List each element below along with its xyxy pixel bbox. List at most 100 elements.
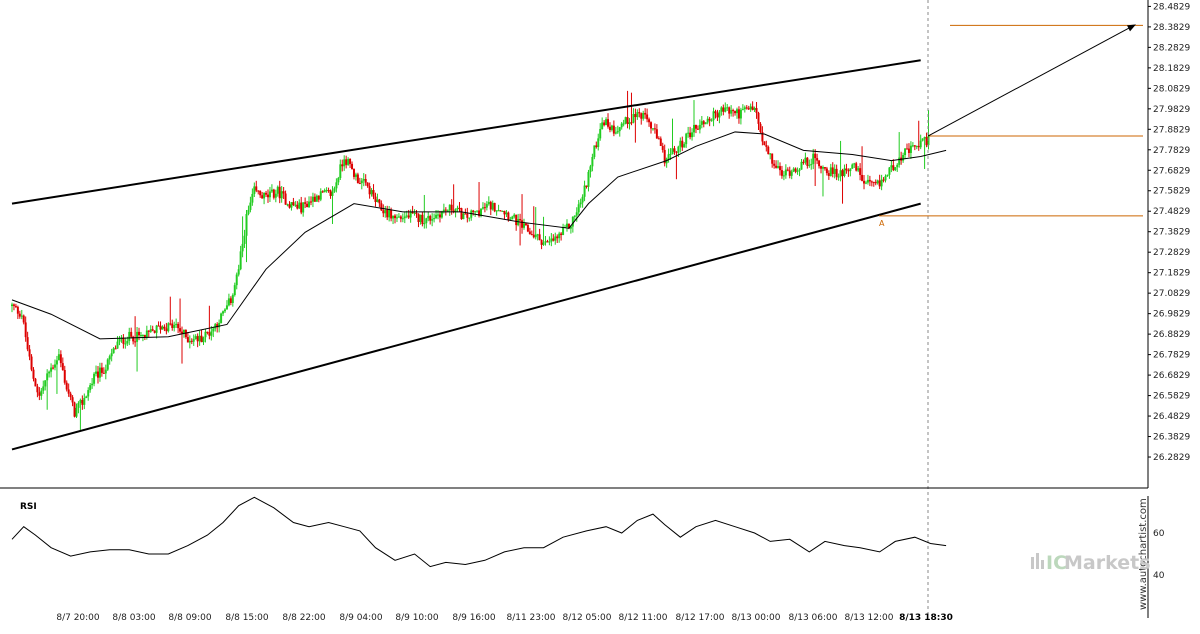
candle-body bbox=[896, 164, 899, 168]
candle-body bbox=[798, 169, 801, 171]
candle-body bbox=[366, 182, 369, 187]
candle-body bbox=[567, 223, 570, 229]
candle-body bbox=[714, 111, 717, 114]
candle-body bbox=[648, 119, 651, 123]
candle-body bbox=[605, 119, 608, 126]
candle-body bbox=[735, 109, 738, 114]
candle-body bbox=[866, 179, 869, 183]
candle-body bbox=[804, 157, 807, 163]
candle-body bbox=[642, 112, 645, 119]
candle-body bbox=[904, 148, 907, 156]
candle-body bbox=[823, 167, 826, 169]
candle-body bbox=[292, 202, 295, 205]
rsi-axis: 60 40 bbox=[1147, 496, 1165, 618]
candle-body bbox=[698, 124, 701, 130]
candle-body bbox=[855, 163, 858, 171]
candle-body bbox=[11, 304, 13, 307]
candle-body bbox=[591, 157, 594, 167]
candle-body bbox=[417, 213, 420, 222]
candle-body bbox=[814, 153, 817, 159]
candle-body bbox=[257, 190, 260, 192]
candle-body bbox=[491, 202, 494, 210]
candle-body bbox=[341, 164, 344, 167]
candle-body bbox=[454, 209, 457, 212]
overlays-layer: A bbox=[11, 0, 1143, 618]
candle-body bbox=[83, 397, 86, 405]
candle-body bbox=[456, 207, 459, 210]
candle-body bbox=[321, 191, 324, 193]
candle-body bbox=[73, 402, 76, 417]
candle-body bbox=[118, 339, 121, 342]
candle-body bbox=[724, 107, 727, 112]
candle-body bbox=[802, 161, 805, 163]
candle-body bbox=[323, 190, 326, 193]
candle-body bbox=[296, 204, 299, 209]
candle-body bbox=[106, 359, 109, 370]
candle-body bbox=[274, 193, 277, 198]
candle-body bbox=[888, 167, 891, 175]
candle-body bbox=[214, 324, 217, 329]
candle-body bbox=[562, 227, 565, 236]
candle-body bbox=[69, 393, 72, 398]
forecast-arrow-line bbox=[927, 25, 1133, 137]
candle-body bbox=[638, 112, 641, 114]
candle-body bbox=[906, 148, 909, 150]
candle-body bbox=[134, 341, 137, 343]
price-tick-label: 26.9829 bbox=[1153, 310, 1190, 320]
candle-body bbox=[743, 107, 746, 110]
candle-body bbox=[247, 209, 250, 215]
rsi-title: RSI bbox=[20, 502, 37, 512]
candle-body bbox=[522, 223, 525, 228]
candle-body bbox=[587, 171, 590, 187]
candle-body bbox=[147, 330, 150, 332]
candle-body bbox=[644, 112, 647, 115]
candle-body bbox=[212, 328, 215, 332]
candle-body bbox=[550, 238, 553, 242]
candle-body bbox=[573, 215, 576, 217]
candle-body bbox=[646, 114, 649, 120]
candle-body bbox=[911, 145, 914, 147]
candle-body bbox=[571, 216, 574, 227]
time-tick-label: 8/7 20:00 bbox=[56, 613, 100, 623]
candle-body bbox=[429, 216, 432, 221]
candle-body bbox=[726, 107, 729, 109]
candle-body bbox=[210, 331, 213, 336]
price-tick-label: 28.2829 bbox=[1153, 43, 1190, 53]
candle-body bbox=[149, 329, 152, 332]
candle-body bbox=[370, 190, 373, 195]
candle-body bbox=[394, 215, 397, 219]
candle-body bbox=[835, 168, 838, 177]
candle-body bbox=[612, 125, 615, 134]
candle-body bbox=[378, 199, 381, 204]
candle-body bbox=[243, 235, 246, 244]
candle-body bbox=[14, 305, 17, 307]
candle-body bbox=[874, 182, 877, 184]
time-tick-label: 8/8 15:00 bbox=[225, 613, 269, 623]
candle-body bbox=[431, 219, 434, 221]
candle-body bbox=[700, 121, 703, 125]
candle-body bbox=[917, 145, 920, 148]
candle-body bbox=[143, 335, 146, 338]
candle-body bbox=[276, 186, 279, 194]
candle-body bbox=[425, 218, 428, 224]
candle-body bbox=[909, 145, 912, 153]
candle-body bbox=[331, 191, 334, 196]
candle-body bbox=[509, 219, 512, 221]
candle-body bbox=[882, 179, 885, 181]
candle-body bbox=[851, 164, 854, 169]
forecast-arrow-head-icon bbox=[1127, 24, 1136, 32]
candle-body bbox=[890, 165, 893, 168]
candle-body bbox=[565, 223, 568, 227]
candle-body bbox=[110, 353, 113, 357]
candle-body bbox=[548, 241, 551, 243]
time-tick-label: 8/8 03:00 bbox=[112, 613, 156, 623]
candle-body bbox=[861, 174, 864, 181]
candle-body bbox=[198, 335, 201, 342]
candle-body bbox=[534, 234, 537, 238]
candle-body bbox=[689, 132, 692, 138]
candle-body bbox=[376, 199, 379, 202]
candle-body bbox=[716, 113, 719, 118]
candle-body bbox=[847, 170, 850, 172]
candle-body bbox=[919, 140, 922, 148]
